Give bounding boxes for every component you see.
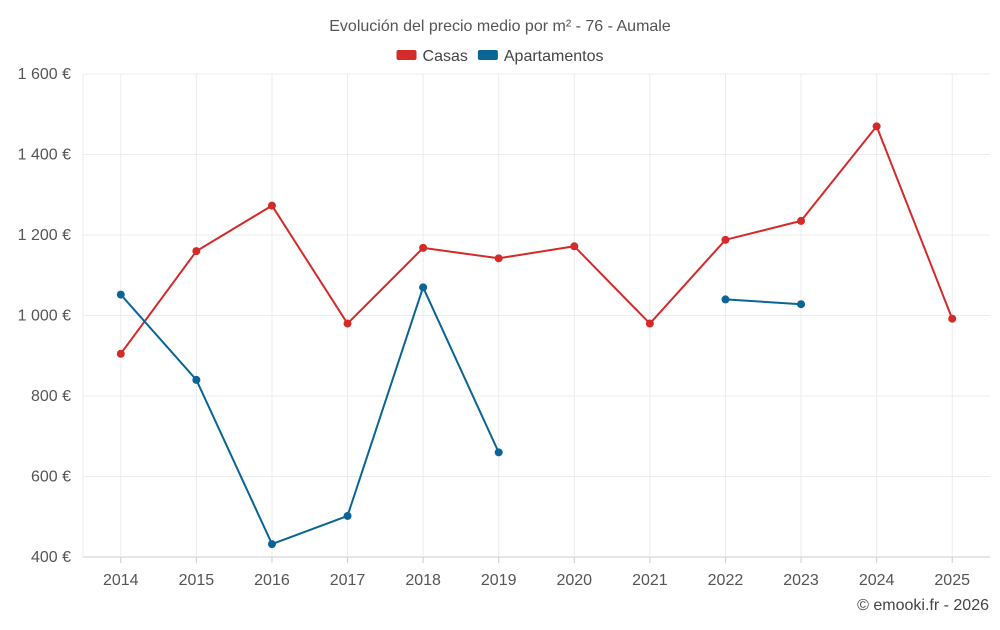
x-tick-label: 2016 (254, 572, 290, 589)
legend-label: Apartamentos (504, 48, 604, 65)
series-layer (116, 122, 957, 549)
data-point-apartamentos-2018[interactable] (419, 283, 428, 292)
x-tick-label: 2015 (179, 572, 215, 589)
y-tick-label: 1 600 € (18, 66, 71, 83)
data-point-casas-2023[interactable] (797, 216, 806, 225)
y-tick-label: 600 € (31, 469, 71, 486)
data-point-casas-2015[interactable] (192, 247, 201, 256)
series-line-apartamentos (725, 298, 802, 306)
x-tick-label: 2025 (934, 572, 970, 589)
legend-item-casas[interactable]: Casas (396, 48, 468, 65)
data-point-apartamentos-2016[interactable] (267, 540, 276, 549)
y-tick-label: 1 400 € (18, 147, 71, 164)
grid (82, 73, 990, 558)
x-tick-label: 2018 (405, 572, 441, 589)
data-point-casas-2022[interactable] (721, 235, 730, 244)
credit-text: © emooki.fr - 2026 (857, 597, 989, 614)
x-tick-label: 2022 (708, 572, 744, 589)
legend-swatch (396, 50, 417, 60)
series-apartamentos (116, 283, 806, 549)
data-point-casas-2024[interactable] (872, 122, 881, 131)
y-tick-label: 800 € (31, 388, 71, 405)
data-point-casas-2020[interactable] (570, 242, 579, 251)
x-tick-label: 2024 (859, 572, 895, 589)
legend-item-apartamentos[interactable]: Apartamentos (477, 48, 604, 65)
x-tick-label: 2021 (632, 572, 668, 589)
axes: 400 € 600 € 800 € 1 000 € 1 200 € 1 400 € 1 60… (18, 66, 970, 589)
data-point-apartamentos-2017[interactable] (343, 511, 352, 520)
x-tick-label: 2017 (330, 572, 366, 589)
x-tick-label: 2014 (103, 572, 139, 589)
x-tick-label: 2019 (481, 572, 517, 589)
series-casas (116, 122, 957, 358)
legend-label: Casas (423, 48, 468, 65)
y-tick-label: 1 200 € (18, 227, 71, 244)
data-point-apartamentos-2022[interactable] (721, 295, 730, 304)
data-point-apartamentos-2023[interactable] (797, 300, 806, 309)
data-point-casas-2019[interactable] (494, 254, 503, 263)
legend-swatch (477, 50, 498, 60)
y-tick-label: 400 € (31, 549, 71, 566)
y-tick-label: 1 000 € (18, 308, 71, 325)
legend: Casas Apartamentos (396, 48, 604, 65)
data-point-casas-2025[interactable] (948, 314, 957, 323)
data-point-casas-2018[interactable] (419, 243, 428, 252)
data-point-apartamentos-2019[interactable] (494, 448, 503, 457)
chart-title: Evolución del precio medio por m² - 76 -… (329, 18, 671, 35)
data-point-casas-2017[interactable] (343, 319, 352, 328)
data-point-casas-2014[interactable] (116, 349, 125, 358)
data-point-casas-2016[interactable] (267, 201, 276, 210)
series-line-casas (119, 125, 954, 355)
x-tick-label: 2020 (556, 572, 592, 589)
x-tick-label: 2023 (783, 572, 819, 589)
data-point-casas-2021[interactable] (645, 319, 654, 328)
series-line-apartamentos (120, 286, 500, 546)
data-point-apartamentos-2015[interactable] (192, 375, 201, 384)
data-point-apartamentos-2014[interactable] (116, 290, 125, 299)
